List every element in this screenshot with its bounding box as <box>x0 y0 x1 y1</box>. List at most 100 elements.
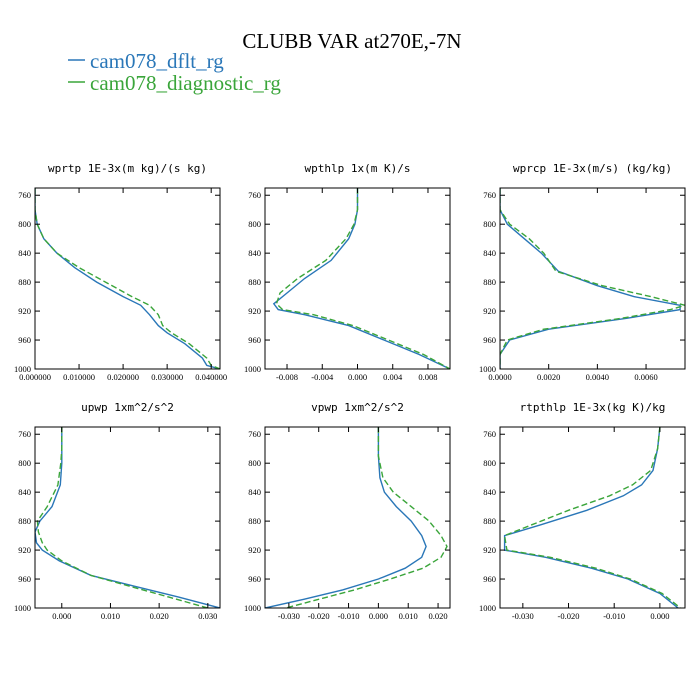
y-tick-label: 960 <box>248 335 261 345</box>
x-tick-label: 0.008 <box>418 372 437 382</box>
y-tick-label: 920 <box>248 306 261 316</box>
series-line-dflt <box>500 188 681 369</box>
plot-frame <box>264 187 451 370</box>
y-tick-label: 920 <box>18 306 31 316</box>
y-tick-label: 880 <box>18 516 31 526</box>
y-tick-label: 960 <box>248 574 261 584</box>
series-line-diagnostic <box>285 427 448 608</box>
x-tick-label: 0.000 <box>52 611 71 621</box>
plot-frame <box>34 426 221 609</box>
x-tick-label: -0.020 <box>558 611 580 621</box>
x-tick-label: -0.010 <box>603 611 625 621</box>
x-tick-label: -0.010 <box>338 611 360 621</box>
x-tick-label: 0.030 <box>198 611 217 621</box>
y-tick-label: 880 <box>483 277 496 287</box>
panel-title: wprcp 1E-3x(m/s) (kg/kg) <box>513 162 672 175</box>
x-tick-label: 0.000 <box>650 611 669 621</box>
x-tick-label: 0.020 <box>150 611 169 621</box>
y-tick-label: 920 <box>18 545 31 555</box>
y-tick-label: 760 <box>483 190 496 200</box>
panels-group: wprtp 1E-3x(m kg)/(s kg) 760 800 840 880 920 9… <box>14 162 686 621</box>
y-tick-label: 840 <box>18 487 31 497</box>
plot-frame <box>264 426 451 609</box>
y-tick-label: 1000 <box>244 603 261 613</box>
series-line-diagnostic <box>503 427 681 608</box>
x-tick-label: 0.010 <box>101 611 120 621</box>
y-tick-label: 920 <box>483 545 496 555</box>
x-tick-label: 0.010 <box>399 611 418 621</box>
y-tick-label: 800 <box>248 219 261 229</box>
y-tick-label: 840 <box>483 248 496 258</box>
y-tick-label: 880 <box>18 277 31 287</box>
y-tick-label: 800 <box>483 458 496 468</box>
panel-title: wpthlp 1x(m K)/s <box>305 162 411 175</box>
y-tick-label: 800 <box>248 458 261 468</box>
y-tick-label: 840 <box>248 248 261 258</box>
x-tick-label: -0.004 <box>311 372 334 382</box>
series-line-dflt <box>503 427 679 608</box>
y-tick-label: 800 <box>483 219 496 229</box>
y-tick-label: 760 <box>248 429 261 439</box>
x-tick-label: 0.0040 <box>586 372 609 382</box>
x-tick-label: 0.010000 <box>63 372 95 382</box>
x-tick-label: 0.0000 <box>488 372 511 382</box>
y-tick-label: 960 <box>18 335 31 345</box>
y-tick-label: 1000 <box>479 603 496 613</box>
panel-title: wprtp 1E-3x(m kg)/(s kg) <box>48 162 207 175</box>
y-tick-label: 960 <box>483 574 496 584</box>
x-tick-label: -0.030 <box>278 611 300 621</box>
x-tick-label: 0.000 <box>369 611 388 621</box>
y-tick-label: 920 <box>483 306 496 316</box>
plot-frame <box>499 426 686 609</box>
series-line-diagnostic <box>36 427 208 608</box>
y-tick-label: 1000 <box>14 603 31 613</box>
y-tick-label: 760 <box>483 429 496 439</box>
y-tick-label: 1000 <box>14 364 31 374</box>
chart-panel-6: rtpthlp 1E-3x(kg K)/kg 760 800 840 880 920 960… <box>479 401 686 621</box>
y-tick-label: 760 <box>18 429 31 439</box>
chart-panel-3: wprcp 1E-3x(m/s) (kg/kg) 760 800 840 880 920 9… <box>479 162 686 382</box>
chart-panel-2: wpthlp 1x(m K)/s 760 800 840 880 920 960 1000 -0… <box>244 162 451 382</box>
series-line-diagnostic <box>500 188 685 369</box>
plot-frame <box>499 187 686 370</box>
chart-panel-1: wprtp 1E-3x(m kg)/(s kg) 760 800 840 880 920 9… <box>14 162 227 382</box>
panel-title: vpwp 1xm^2/s^2 <box>311 401 404 414</box>
y-tick-label: 800 <box>18 458 31 468</box>
y-tick-label: 880 <box>248 277 261 287</box>
legend-label-dflt: cam078_dflt_rg <box>90 49 224 73</box>
legend-label-diagnostic: cam078_diagnostic_rg <box>90 71 281 95</box>
figure-title: CLUBB VAR at270E,-7N <box>242 29 461 53</box>
x-tick-label: 0.020 <box>429 611 448 621</box>
y-tick-label: 840 <box>483 487 496 497</box>
y-tick-label: 920 <box>248 545 261 555</box>
x-tick-label: 0.040000 <box>195 372 227 382</box>
x-tick-label: 0.0020 <box>537 372 560 382</box>
series-line-dflt <box>35 427 220 608</box>
x-tick-label: -0.008 <box>276 372 298 382</box>
x-tick-label: 0.000 <box>348 372 367 382</box>
y-tick-label: 760 <box>248 190 261 200</box>
x-tick-label: 0.004 <box>383 372 403 382</box>
x-tick-label: 0.000000 <box>19 372 51 382</box>
y-tick-label: 1000 <box>244 364 261 374</box>
chart-panel-5: vpwp 1xm^2/s^2 760 800 840 880 920 960 1000 -0.0… <box>244 401 451 621</box>
chart-panel-4: upwp 1xm^2/s^2 760 800 840 880 920 960 1000 0.00… <box>14 401 221 621</box>
y-tick-label: 960 <box>18 574 31 584</box>
y-tick-label: 880 <box>248 516 261 526</box>
y-tick-label: 880 <box>483 516 496 526</box>
y-tick-label: 1000 <box>479 364 496 374</box>
x-tick-label: -0.020 <box>308 611 330 621</box>
y-tick-label: 840 <box>248 487 261 497</box>
series-line-diagnostic <box>35 188 220 369</box>
x-tick-label: 0.0060 <box>634 372 657 382</box>
panel-title: rtpthlp 1E-3x(kg K)/kg <box>520 401 666 414</box>
plot-frame <box>34 187 221 370</box>
series-line-dflt <box>265 427 427 608</box>
y-tick-label: 760 <box>18 190 31 200</box>
series-line-dflt <box>272 188 450 369</box>
series-line-dflt <box>35 188 220 369</box>
y-tick-label: 960 <box>483 335 496 345</box>
series-line-diagnostic <box>275 188 450 369</box>
y-tick-label: 800 <box>18 219 31 229</box>
